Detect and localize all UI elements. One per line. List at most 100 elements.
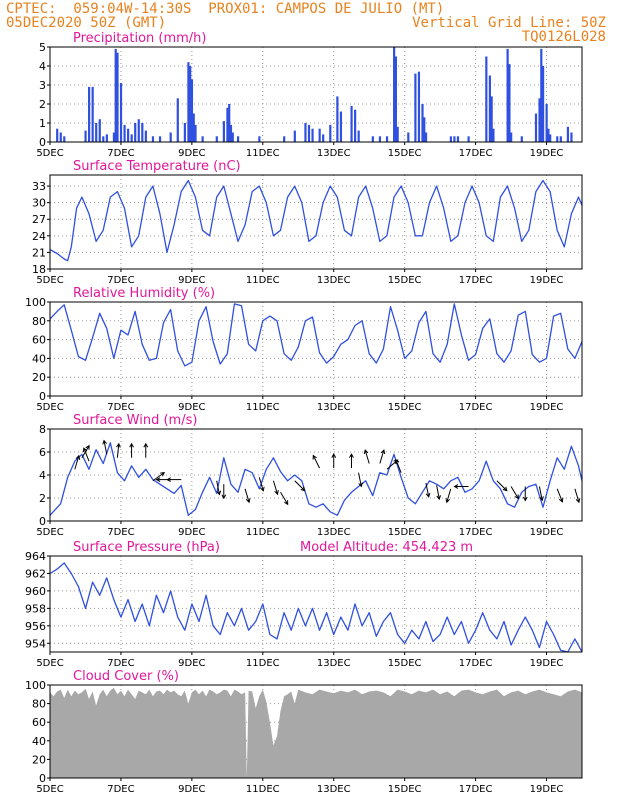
precip-bar [187, 62, 190, 143]
wind-arrow [116, 443, 120, 458]
wind-arrow-head [453, 484, 459, 489]
precip-bar [485, 56, 488, 142]
precip-xtick-label: 7DEC [107, 148, 134, 159]
precip-ytick-label: 0 [39, 136, 46, 149]
precip-bar [144, 130, 147, 142]
precip-bar [541, 66, 545, 142]
wind-arrow-head [129, 442, 134, 448]
pressure-xtick-label: 5DEC [36, 658, 63, 669]
precip-bar [371, 136, 374, 142]
precip-xtick-label: 9DEC [178, 148, 205, 159]
pressure-ytick-label: 954 [25, 637, 46, 650]
cloud-ytick-label: 60 [32, 716, 46, 729]
wind-arrow-head [436, 495, 441, 501]
wind-arrow-head [539, 496, 544, 502]
cloud-xtick-label: 9DEC [178, 784, 205, 795]
precip-bar [258, 136, 261, 142]
temp-ytick-label: 24 [32, 230, 46, 243]
precip-bar [556, 136, 559, 142]
precip-bar [423, 117, 426, 142]
temp-xtick-label: 15DEC [388, 275, 422, 286]
wind-arrow-head [425, 492, 431, 498]
precip-xtick-label: 19DEC [530, 148, 564, 159]
wind-ytick-label: 6 [39, 446, 46, 459]
precip-bar [229, 124, 233, 142]
wind-arrow-head [558, 497, 564, 503]
pressure-series-line [49, 562, 583, 653]
wind-arrow [538, 486, 543, 501]
pressure-ytick-label: 960 [25, 585, 46, 598]
precip-bar [322, 134, 325, 142]
rh-ytick-label: 20 [32, 371, 46, 384]
wind-xtick-label: 13DEC [317, 527, 351, 538]
pressure-xtick-label: 15DEC [388, 658, 422, 669]
wind-arrow [379, 449, 385, 464]
wind-arrow-head [143, 442, 149, 448]
temp-xtick-label: 9DEC [178, 275, 205, 286]
precip-bar [169, 132, 172, 142]
temp-xtick-label: 13DEC [317, 275, 351, 286]
cloud-xtick-label: 15DEC [388, 784, 422, 795]
precip-bar [453, 136, 456, 142]
precip-bar [194, 124, 197, 142]
header-line2-left: 05DEC2020 50Z (GMT) [6, 15, 167, 31]
precip-bar [339, 111, 343, 142]
precip-bar [492, 128, 495, 142]
precip-bar [304, 123, 307, 142]
wind-arrow [258, 477, 264, 491]
precip-bar [222, 121, 225, 142]
cloud-ytick-label: 80 [32, 698, 46, 711]
precip-bar [192, 113, 195, 142]
precip-bar [520, 136, 523, 142]
header-line3-right: TQ0126L028 [521, 29, 606, 45]
precip-bar [424, 132, 428, 142]
pressure-xtick-label: 13DEC [317, 658, 351, 669]
precip-bar [545, 104, 548, 142]
wind-arrow [358, 472, 362, 487]
pressure-ytick-label: 964 [25, 550, 46, 563]
precip-xtick-label: 5DEC [36, 148, 63, 159]
cloud-xtick-label: 7DEC [107, 784, 134, 795]
pressure-xtick-label: 19DEC [530, 658, 564, 669]
rh-xtick-label: 15DEC [388, 402, 422, 413]
wind-arrow-head [312, 454, 317, 460]
precip-bar [318, 128, 321, 142]
precip-bar [329, 124, 332, 142]
wind-arrow [280, 491, 289, 505]
wind-arrow-head [380, 449, 386, 455]
wind-arrow [312, 455, 320, 469]
precip-bar [307, 124, 311, 142]
precip-bar [421, 104, 424, 142]
precip-xtick-label: 13DEC [317, 148, 351, 159]
precip-bar [407, 132, 410, 142]
wind-arrow-head [116, 442, 121, 448]
precip-title: Precipitation (mm/h) [73, 31, 206, 46]
wind-arrow-head [221, 494, 227, 500]
rh-xtick-label: 7DEC [107, 402, 134, 413]
precip-bar [105, 134, 108, 142]
precip-bar [91, 86, 94, 142]
precip-bar [134, 123, 137, 142]
temp-ytick-label: 33 [32, 180, 46, 193]
wind-xtick-label: 9DEC [178, 527, 205, 538]
rh-ytick-label: 80 [32, 315, 46, 328]
precip-bar [510, 132, 513, 142]
wind-arrow-head [82, 447, 88, 453]
cloud-xtick-label: 13DEC [317, 784, 351, 795]
precip-bar [508, 64, 511, 142]
precip-bar [95, 123, 98, 142]
precip-bar [534, 113, 538, 142]
wind-arrow-head [575, 498, 581, 504]
wind-arrow [83, 448, 90, 462]
precip-bar [540, 48, 543, 142]
wind-arrow [216, 480, 220, 495]
precip-bar [228, 104, 231, 142]
wind-arrow-head [331, 453, 337, 458]
wind-arrow-head [102, 439, 107, 445]
header-line1: CPTEC: 059:04W-14:30S PROX01: CAMPOS DE … [6, 1, 445, 17]
precip-bar [394, 56, 397, 142]
precip-bar [378, 136, 382, 142]
cloud-title: Cloud Cover (%) [73, 669, 179, 684]
rh-title: Relative Humidity (%) [73, 286, 215, 301]
precip-bar [236, 136, 240, 142]
